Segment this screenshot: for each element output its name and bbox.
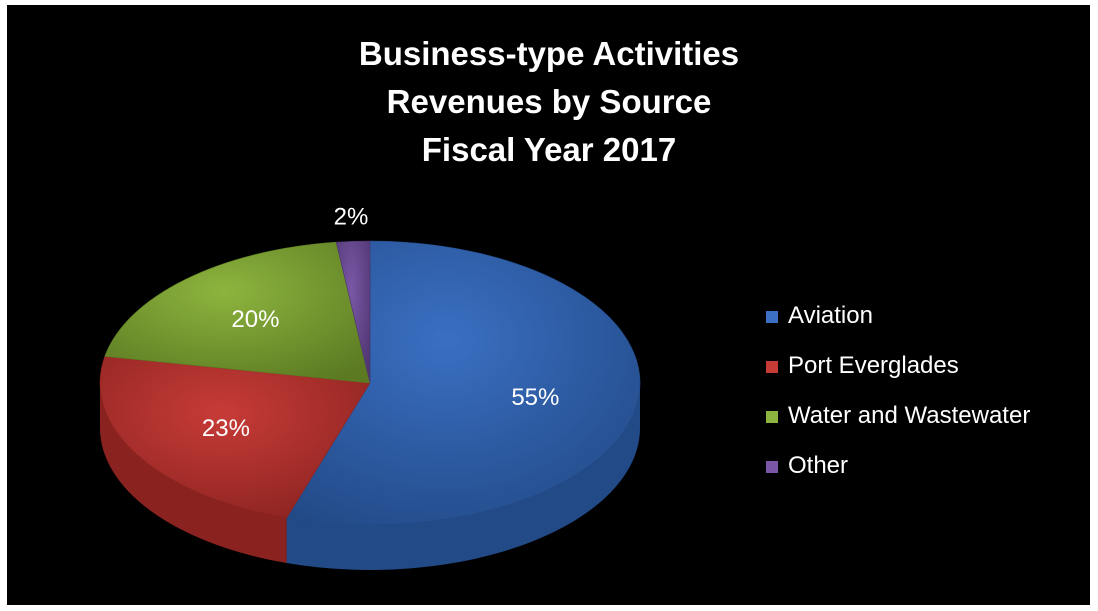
legend-swatch-other	[766, 461, 778, 473]
legend-label-other: Other	[788, 452, 849, 479]
data-label-aviation: 55%	[511, 384, 559, 411]
data-label-other: 2%	[334, 204, 369, 231]
pie-slice-other	[335, 240, 371, 384]
pie-slices	[99, 240, 641, 526]
legend-label-port-everglades: Port Everglades	[788, 352, 959, 379]
chart-title-line-2: Revenues by Source	[386, 83, 712, 120]
legend-label-water-and-wastewater: Water and Wastewater	[788, 402, 1031, 429]
pie-side-walls	[100, 383, 640, 570]
chart-title-line-1: Business-type Activities	[358, 35, 740, 72]
legend-swatch-aviation	[766, 311, 778, 323]
legend-label-aviation: Aviation	[788, 302, 873, 329]
pie-slice-port-everglades	[99, 356, 371, 519]
chart-title: Business-type Activities Revenues by Sou…	[0, 30, 1098, 174]
legend-swatch-port-everglades	[766, 361, 778, 373]
pie-slice-water-and-wastewater	[104, 241, 371, 384]
pie-side-port-everglades	[100, 383, 287, 564]
data-label-port-everglades: 23%	[202, 415, 250, 442]
pie-side-aviation	[286, 383, 640, 570]
pie-slice-aviation	[286, 240, 641, 526]
data-labels: 55% 23% 20% 2%	[202, 204, 559, 443]
legend-swatch-water-and-wastewater	[766, 411, 778, 423]
data-label-water-and-wastewater: 20%	[231, 306, 279, 333]
chart-title-line-3: Fiscal Year 2017	[421, 131, 677, 168]
